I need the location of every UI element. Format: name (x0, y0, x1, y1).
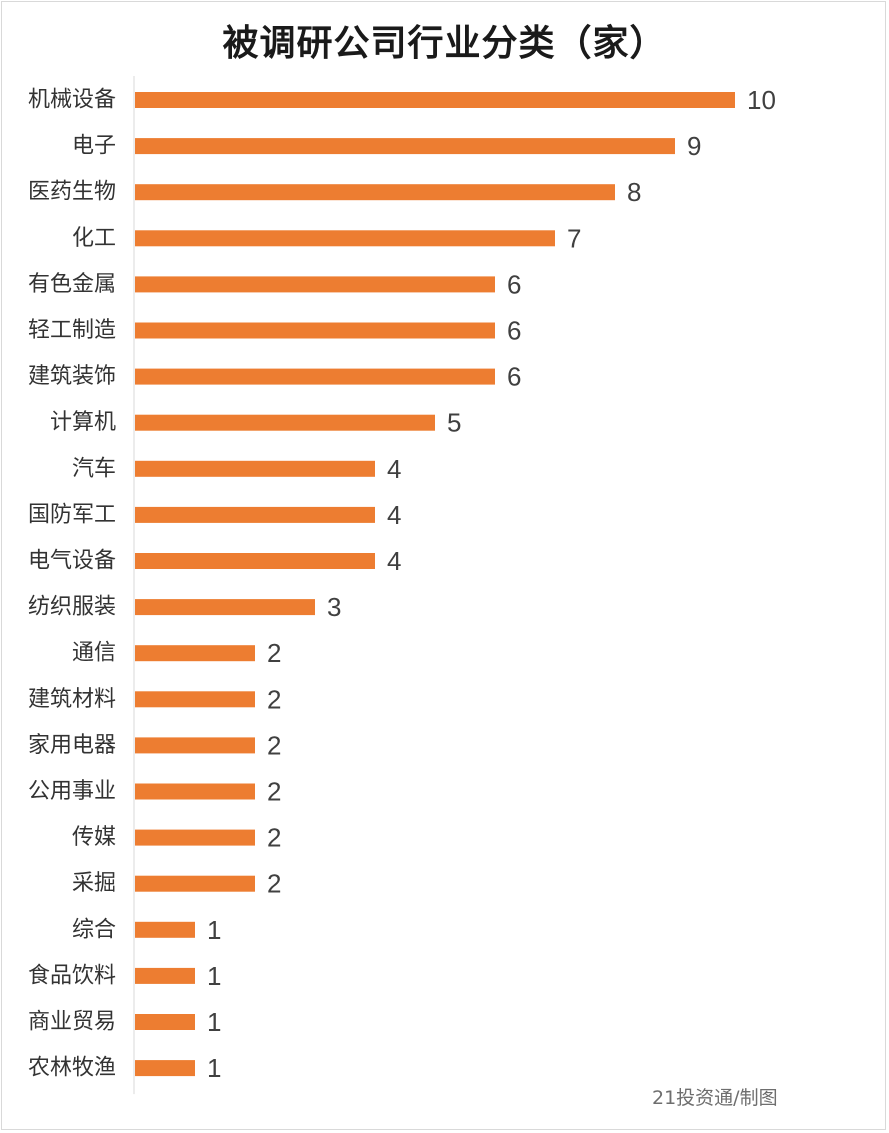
chart-credit: 21投资通/制图 (652, 1087, 778, 1109)
category-label: 通信 (72, 641, 116, 666)
bar (135, 368, 495, 385)
bar (135, 276, 495, 293)
category-label: 家用电器 (28, 733, 116, 758)
bar (135, 645, 255, 662)
category-label: 商业贸易 (28, 1010, 116, 1035)
data-label: 2 (267, 730, 281, 760)
bar (135, 967, 195, 984)
category-label: 计算机 (50, 410, 116, 435)
category-label: 化工 (72, 226, 116, 251)
category-label: 综合 (72, 917, 116, 942)
bar (135, 829, 255, 846)
bar (135, 184, 615, 201)
data-label: 2 (267, 638, 281, 668)
category-label: 建筑装饰 (28, 364, 116, 389)
data-label: 1 (207, 961, 221, 991)
category-label: 机械设备 (28, 88, 116, 113)
data-label: 2 (267, 869, 281, 899)
category-label: 国防军工 (28, 502, 116, 527)
bar (135, 92, 735, 108)
bar (135, 691, 255, 708)
category-label: 轻工制造 (28, 318, 116, 343)
data-label: 4 (387, 546, 401, 576)
data-label: 8 (627, 177, 641, 207)
bar (135, 138, 675, 155)
category-label: 电气设备 (28, 549, 116, 574)
data-label: 2 (267, 777, 281, 807)
data-label: 9 (687, 131, 701, 161)
bar (135, 230, 555, 247)
bar (135, 414, 435, 431)
data-label: 6 (507, 362, 521, 392)
bar (135, 783, 255, 800)
data-label: 4 (387, 500, 401, 530)
bar (135, 1014, 195, 1030)
bar (135, 599, 315, 616)
data-label: 1 (207, 1007, 221, 1037)
chart-title: 被调研公司行业分类（家） (222, 23, 667, 64)
category-label: 纺织服装 (28, 595, 116, 620)
category-label: 汽车 (72, 456, 116, 481)
category-label: 电子 (72, 134, 116, 159)
bar (135, 921, 195, 938)
data-label: 2 (267, 823, 281, 853)
bar (135, 875, 255, 892)
bar (135, 1060, 195, 1077)
data-label: 3 (327, 592, 341, 622)
data-label: 4 (387, 454, 401, 484)
data-label: 6 (507, 316, 521, 346)
data-label: 10 (747, 85, 776, 115)
category-label: 食品饮料 (28, 963, 116, 988)
data-label: 5 (447, 408, 461, 438)
category-label: 农林牧渔 (28, 1056, 116, 1081)
bar (135, 553, 375, 569)
category-label: 传媒 (72, 825, 116, 850)
category-label: 有色金属 (28, 272, 116, 297)
category-label: 采掘 (72, 871, 116, 896)
category-label: 公用事业 (28, 779, 116, 804)
bar (135, 322, 495, 339)
bar (135, 460, 375, 477)
category-label: 医药生物 (28, 180, 116, 205)
bar (135, 506, 375, 523)
data-label: 6 (507, 269, 521, 299)
category-label: 建筑材料 (28, 687, 116, 712)
bar (135, 737, 255, 754)
data-label: 2 (267, 684, 281, 714)
data-label: 7 (567, 223, 581, 253)
data-label: 1 (207, 1053, 221, 1083)
data-label: 1 (207, 915, 221, 945)
